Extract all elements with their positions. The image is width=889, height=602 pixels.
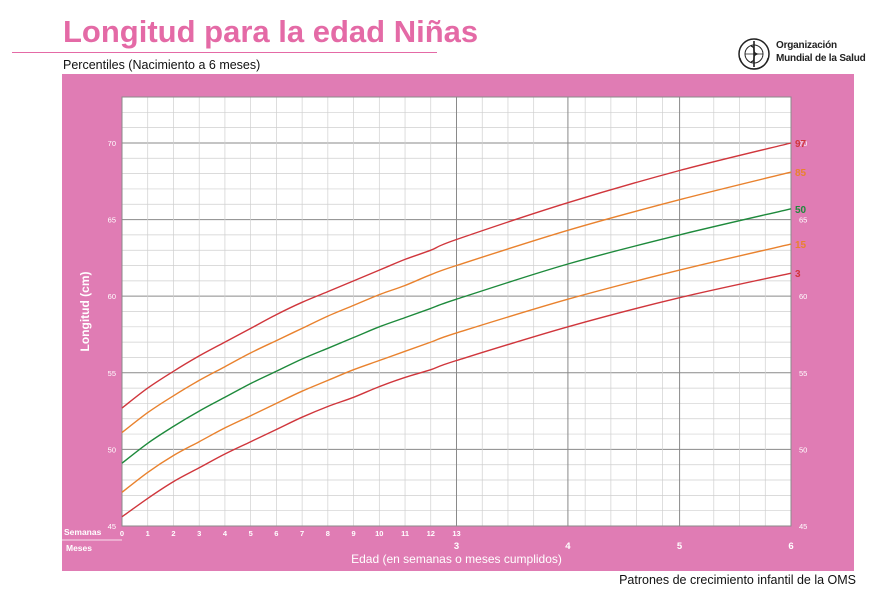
series-label-p85: 85 bbox=[795, 168, 807, 179]
page-subtitle: Percentiles (Nacimiento a 6 meses) bbox=[63, 58, 261, 72]
series-label-p3: 3 bbox=[795, 269, 801, 280]
series-line-p15 bbox=[121, 243, 792, 493]
week-tick-label: 12 bbox=[427, 529, 435, 538]
y-tick-label-right: 55 bbox=[799, 369, 807, 378]
y-tick-label-left: 45 bbox=[108, 522, 116, 531]
y-tick-label-right: 50 bbox=[799, 445, 807, 454]
week-tick-label: 11 bbox=[401, 529, 409, 538]
logo-text-line2: Mundial de la Salud bbox=[776, 53, 866, 64]
week-tick-label: 10 bbox=[375, 529, 383, 538]
month-tick-label: 4 bbox=[565, 541, 571, 552]
chart-panel: 45 45 50 50 55 55 60 60 65 65 70 70 Longitud (cm) 0 1 2… bbox=[62, 74, 854, 571]
y-tick-label-right: 60 bbox=[799, 292, 807, 301]
series-label-p15: 15 bbox=[795, 240, 807, 251]
y-tick-label-left: 65 bbox=[108, 216, 116, 225]
week-tick-label: 5 bbox=[249, 529, 253, 538]
series-line-p85 bbox=[121, 171, 792, 434]
y-tick-label-right: 70 bbox=[799, 139, 807, 148]
week-tick-label: 4 bbox=[223, 529, 228, 538]
week-tick-label: 7 bbox=[300, 529, 304, 538]
series-line-p50 bbox=[121, 208, 792, 464]
week-tick-label: 2 bbox=[171, 529, 175, 538]
y-tick-label-left: 50 bbox=[108, 445, 116, 454]
month-tick-label: 6 bbox=[788, 541, 793, 552]
weeks-row-label: Semanas bbox=[64, 527, 102, 537]
page-title: Longitud para la edad Niñas bbox=[63, 14, 479, 49]
week-tick-label: 1 bbox=[146, 529, 150, 538]
y-axis-title: Longitud (cm) bbox=[78, 272, 92, 352]
x-axis-title: Edad (en semanas o meses cumplidos) bbox=[351, 552, 562, 566]
footer-credit: Patrones de crecimiento infantil de la O… bbox=[619, 573, 856, 587]
week-tick-label: 9 bbox=[351, 529, 355, 538]
logo-text-line1: Organización bbox=[776, 40, 837, 51]
months-row-label: Meses bbox=[66, 543, 92, 553]
series-label-p97: 97 bbox=[795, 139, 807, 150]
y-tick-label-left: 55 bbox=[108, 369, 116, 378]
month-tick-label: 5 bbox=[677, 541, 683, 552]
y-tick-label-left: 60 bbox=[108, 292, 116, 301]
week-tick-label: 13 bbox=[452, 529, 460, 538]
week-tick-label: 6 bbox=[274, 529, 278, 538]
plot-frame bbox=[121, 96, 792, 527]
who-logo: Organización Mundial de la Salud bbox=[736, 36, 876, 72]
y-tick-label-right: 45 bbox=[799, 522, 807, 531]
week-tick-label: 0 bbox=[120, 529, 124, 538]
series-label-p50: 50 bbox=[795, 205, 807, 216]
y-tick-label-left: 70 bbox=[108, 139, 116, 148]
week-tick-label: 3 bbox=[197, 529, 201, 538]
week-tick-label: 8 bbox=[326, 529, 330, 538]
series-line-p97 bbox=[121, 142, 792, 409]
title-underline bbox=[12, 52, 437, 53]
month-tick-label: 3 bbox=[454, 541, 459, 552]
series-line-p3 bbox=[121, 272, 792, 518]
who-emblem-icon bbox=[738, 38, 770, 70]
y-tick-label-right: 65 bbox=[799, 216, 807, 225]
